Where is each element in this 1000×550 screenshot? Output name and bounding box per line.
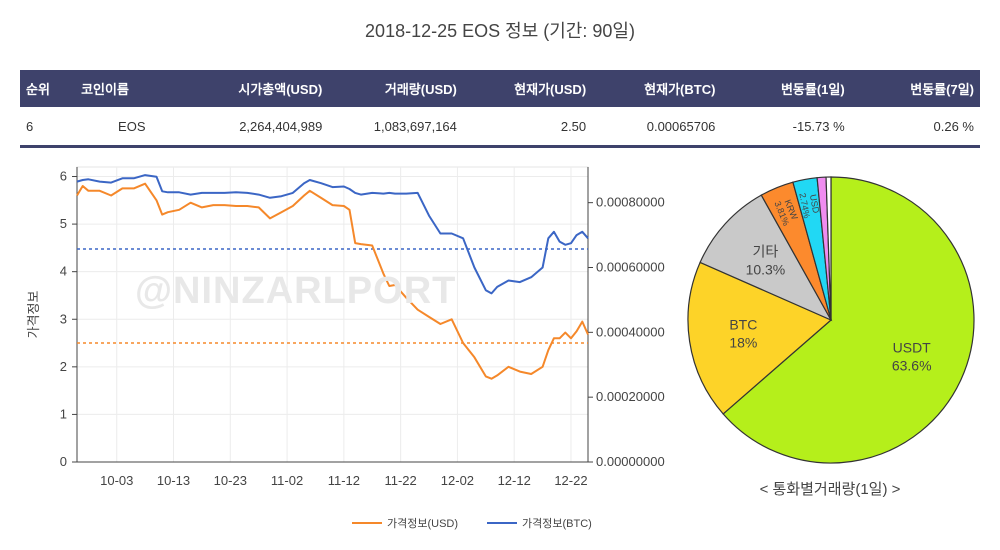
legend-label: 가격정보(USD) [387, 517, 458, 530]
y2-tick-label: 0.00060000 [596, 259, 665, 274]
btc-price-line [76, 174, 589, 295]
x-tick-label: 10-03 [100, 473, 133, 488]
y-tick-label: 1 [60, 406, 67, 421]
header-price-usd: 현재가(USD) [462, 70, 593, 107]
pie-label: USDT [893, 340, 932, 356]
y2-tick-label: 0.00000000 [596, 454, 665, 469]
x-tick-label: 10-13 [157, 473, 190, 488]
x-tick-label: 12-02 [441, 473, 474, 488]
x-tick-label: 11-02 [271, 473, 303, 488]
y-tick-label: 0 [60, 454, 67, 469]
y-tick-label: 5 [60, 216, 67, 231]
header-volume: 거래량(USD) [328, 70, 463, 107]
x-tick-label: 11-12 [328, 473, 360, 488]
y-axis-label: 가격정보 [26, 291, 41, 339]
pie-slice-usdt [722, 176, 975, 464]
y2-tick-label: 0.00040000 [596, 324, 665, 339]
cell-rank: 6 [20, 107, 76, 148]
pie-label: USD [808, 194, 821, 215]
header-rank: 순위 [20, 70, 76, 107]
x-tick-label: 10-23 [214, 473, 247, 488]
y-tick-label: 3 [60, 311, 67, 326]
header-price-btc: 현재가(BTC) [592, 70, 722, 107]
coin-summary-table: 순위 코인이름 시가총액(USD) 거래량(USD) 현재가(USD) 현재가(… [20, 70, 980, 148]
cell-change-1d: -15.73 % [721, 107, 851, 148]
pie-slice [825, 176, 832, 321]
cell-coin-name: EOS [75, 107, 189, 148]
pie-value-label: 10.3% [746, 261, 786, 277]
header-change-7d: 변동률(7일) [850, 70, 980, 107]
y2-tick-label: 0.00080000 [596, 195, 665, 210]
pie-slice-btc [687, 261, 833, 415]
cell-price-usd: 2.50 [462, 107, 593, 148]
pie-value-label: 63.6% [892, 358, 932, 374]
pie-value-label: 18% [729, 334, 757, 350]
y2-tick-label: 0.00020000 [596, 389, 665, 404]
pie-value-label: 2.74% [797, 192, 811, 219]
usd-price-line [76, 182, 589, 380]
table-row: 6 EOS 2,264,404,989 1,083,697,164 2.50 0… [20, 107, 980, 148]
table-header-row: 순위 코인이름 시가총액(USD) 거래량(USD) 현재가(USD) 현재가(… [20, 70, 980, 107]
y-tick-label: 2 [60, 359, 67, 374]
header-change-1d: 변동률(1일) [721, 70, 851, 107]
pie-label: BTC [729, 316, 757, 332]
header-market-cap: 시가총액(USD) [188, 70, 329, 107]
cell-change-7d: 0.26 % [850, 107, 980, 148]
plot-area [76, 166, 589, 463]
page-title: 2018-12-25 EOS 정보 (기간: 90일) [365, 21, 635, 41]
header-coin-name: 코인이름 [75, 70, 189, 107]
pie-label: 기타 [753, 243, 779, 259]
pie-slice-기타 [699, 194, 833, 322]
y-tick-label: 6 [60, 169, 67, 184]
pie-caption: < 통화별거래량(1일) > [759, 481, 901, 498]
x-tick-label: 12-22 [554, 473, 587, 488]
x-tick-label: 11-22 [384, 473, 416, 488]
legend-label: 가격정보(BTC) [522, 517, 592, 530]
cell-price-btc: 0.00065706 [592, 107, 722, 148]
x-tick-label: 12-12 [498, 473, 531, 488]
y-tick-label: 4 [60, 264, 67, 279]
cell-market-cap: 2,264,404,989 [188, 107, 329, 148]
cell-volume: 1,083,697,164 [328, 107, 463, 148]
price-line-chart: 10-03 10-13 10-23 11-02 11-12 11-22 12-02 12-12… [26, 166, 665, 530]
